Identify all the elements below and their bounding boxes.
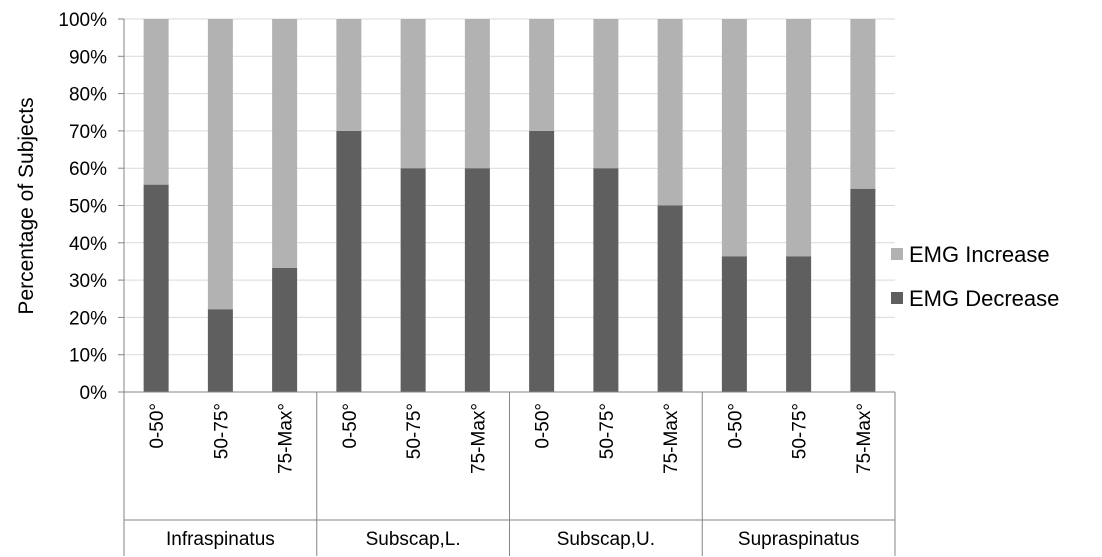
x-tick-label: 50-75° — [404, 403, 425, 459]
y-tick-label: 50% — [69, 197, 107, 218]
y-tick-label: 100% — [58, 10, 107, 31]
y-tick-label: 90% — [69, 47, 107, 68]
bar-emg-decrease — [464, 168, 490, 392]
bar-emg-decrease — [529, 130, 555, 392]
x-tick-labels: 0-50° 50-75° 75-Max° 0-50° 50-75° 75-Max° 0-50… — [147, 403, 875, 474]
y-tick-label: 60% — [69, 159, 107, 180]
y-tick-labels: 0% 10% 20% 30% 40% 50% 60% 70% 80% 90% 100% — [58, 10, 107, 404]
x-tick-label: 0-50° — [340, 403, 361, 449]
bar-emg-increase — [272, 19, 298, 268]
bar-emg-increase — [657, 19, 683, 206]
bar-emg-increase — [207, 19, 233, 310]
group-label: Subscap,U. — [557, 529, 655, 550]
bar-emg-increase — [400, 19, 426, 169]
bar-emg-decrease — [272, 267, 298, 392]
y-tick-label: 70% — [69, 122, 107, 143]
group-label: Supraspinatus — [738, 529, 859, 550]
bar-emg-increase — [593, 19, 619, 169]
legend-label: EMG Increase — [909, 242, 1050, 267]
bar-emg-increase — [721, 19, 747, 257]
bar-emg-decrease — [143, 184, 169, 392]
legend-label: EMG Decrease — [909, 286, 1059, 311]
group-label: Infraspinatus — [166, 529, 275, 550]
y-tick-label: 10% — [69, 346, 107, 367]
bar-emg-decrease — [786, 256, 812, 392]
bar-emg-increase — [529, 19, 555, 131]
x-tick-label: 50-75° — [597, 403, 618, 459]
y-axis-title: Percentage of Subjects — [15, 97, 38, 314]
group-label: Subscap,L. — [366, 529, 461, 550]
y-tick-label: 30% — [69, 271, 107, 292]
bar-emg-decrease — [207, 309, 233, 392]
axes — [118, 18, 896, 556]
x-tick-label: 0-50° — [725, 403, 746, 449]
group-labels: Infraspinatus Subscap,L. Subscap,U. Suprasp… — [166, 529, 859, 550]
legend-swatch — [891, 248, 903, 260]
bar-emg-decrease — [850, 188, 876, 392]
y-tick-label: 20% — [69, 308, 107, 329]
bar-emg-increase — [850, 19, 876, 189]
x-tick-label: 50-75° — [790, 403, 811, 459]
legend: EMG Increase EMG Decrease — [891, 242, 1059, 311]
x-tick-label: 75-Max° — [661, 403, 682, 474]
bar-emg-decrease — [400, 168, 426, 392]
bar-emg-increase — [336, 19, 362, 131]
y-tick-label: 40% — [69, 234, 107, 255]
x-tick-label: 75-Max° — [276, 403, 297, 474]
y-tick-label: 80% — [69, 85, 107, 106]
bars — [143, 19, 876, 392]
bar-emg-increase — [786, 19, 812, 257]
x-tick-label: 75-Max° — [854, 403, 875, 474]
bar-emg-increase — [143, 19, 169, 185]
gridlines — [124, 18, 895, 393]
x-tick-label: 0-50° — [533, 403, 554, 449]
bar-emg-decrease — [336, 130, 362, 392]
x-tick-label: 75-Max° — [468, 403, 489, 474]
x-tick-label: 50-75° — [211, 403, 232, 459]
bar-emg-decrease — [721, 256, 747, 392]
x-tick-label: 0-50° — [147, 403, 168, 449]
bar-emg-increase — [464, 19, 490, 169]
bar-emg-decrease — [657, 205, 683, 392]
legend-swatch — [891, 292, 903, 304]
bar-emg-decrease — [593, 168, 619, 392]
y-tick-label: 0% — [80, 383, 108, 404]
